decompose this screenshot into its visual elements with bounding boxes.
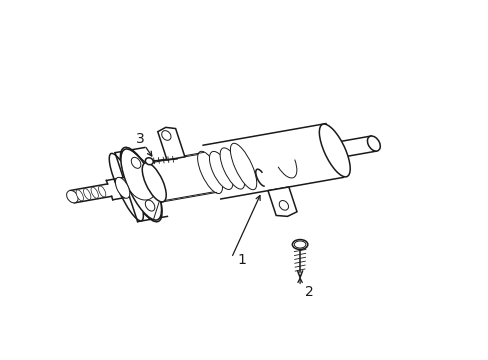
Ellipse shape bbox=[120, 147, 162, 222]
Ellipse shape bbox=[220, 148, 244, 189]
Ellipse shape bbox=[142, 163, 166, 202]
Ellipse shape bbox=[83, 189, 91, 199]
Ellipse shape bbox=[115, 177, 129, 198]
Ellipse shape bbox=[131, 157, 141, 168]
Polygon shape bbox=[267, 187, 296, 216]
Ellipse shape bbox=[91, 187, 98, 198]
Ellipse shape bbox=[121, 149, 161, 220]
Ellipse shape bbox=[109, 153, 143, 221]
Text: 2: 2 bbox=[305, 285, 313, 299]
Ellipse shape bbox=[230, 143, 256, 190]
Ellipse shape bbox=[209, 152, 233, 189]
Ellipse shape bbox=[162, 131, 171, 140]
Text: 3: 3 bbox=[136, 132, 145, 146]
Ellipse shape bbox=[145, 158, 153, 165]
Ellipse shape bbox=[76, 190, 83, 201]
Ellipse shape bbox=[294, 241, 305, 248]
Text: 1: 1 bbox=[237, 253, 246, 267]
Ellipse shape bbox=[197, 151, 222, 194]
Polygon shape bbox=[158, 127, 184, 160]
Ellipse shape bbox=[319, 124, 349, 177]
Ellipse shape bbox=[366, 136, 380, 151]
Ellipse shape bbox=[292, 239, 307, 249]
Ellipse shape bbox=[66, 190, 78, 203]
Ellipse shape bbox=[279, 201, 288, 210]
Ellipse shape bbox=[98, 186, 105, 197]
Ellipse shape bbox=[145, 200, 155, 211]
